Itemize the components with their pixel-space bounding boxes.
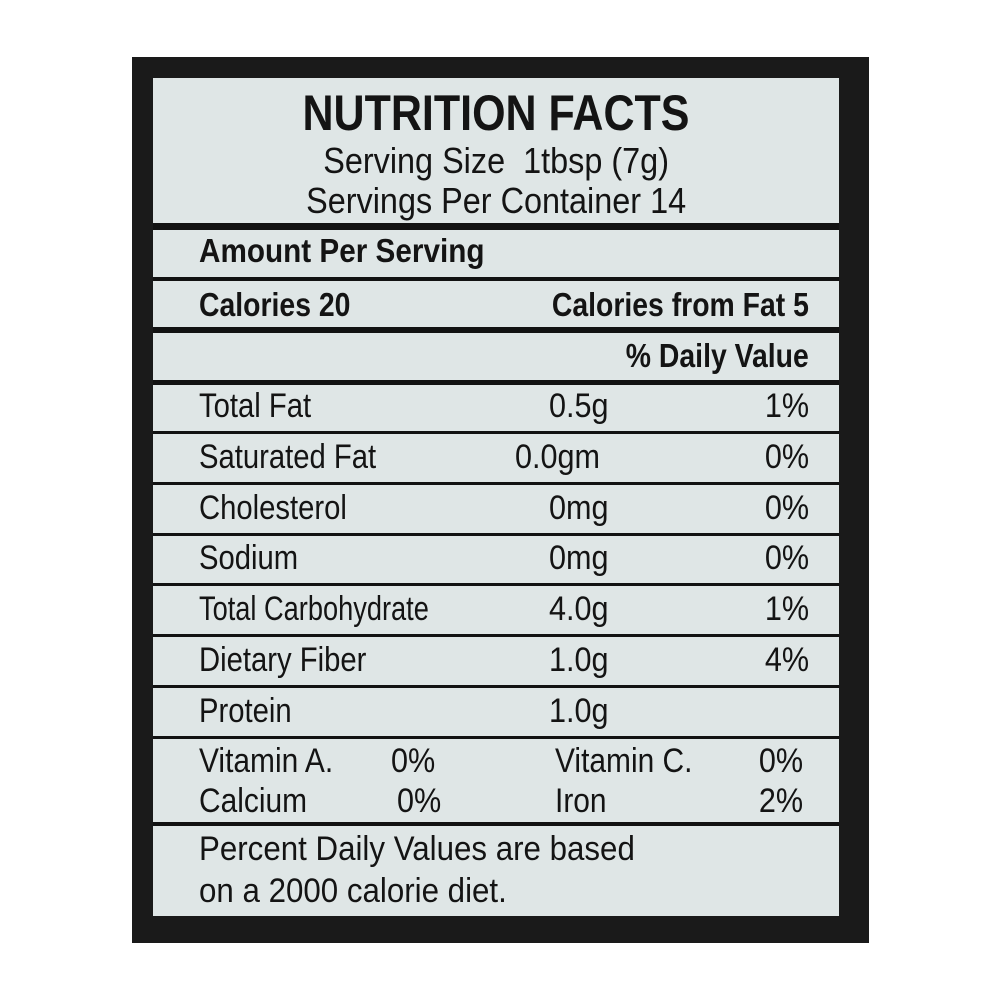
nutrient-dv: 0% xyxy=(764,489,809,527)
label-title: NUTRITION FACTS xyxy=(302,85,690,141)
nutrition-facts-panel: NUTRITION FACTS Serving Size 1tbsp (7g) … xyxy=(153,78,839,916)
rule-footnote xyxy=(153,822,839,826)
nutrient-amount: 1.0g xyxy=(549,641,609,679)
vitamin-dv: 0% xyxy=(397,782,442,820)
nutrient-name: Dietary Fiber xyxy=(199,641,367,679)
serving-size: Serving Size 1tbsp (7g) xyxy=(323,140,669,181)
nutrient-dv: 0% xyxy=(764,539,809,577)
rule-row xyxy=(153,583,839,586)
nutrient-name: Cholesterol xyxy=(199,489,347,527)
amount-per-serving: Amount Per Serving xyxy=(199,232,485,269)
nutrient-amount: 0mg xyxy=(549,539,609,577)
rule-dv xyxy=(153,380,839,385)
nutrient-dv: 1% xyxy=(764,387,809,425)
nutrient-amount: 0mg xyxy=(549,489,609,527)
rule-row xyxy=(153,634,839,637)
nutrient-name: Total Fat xyxy=(199,387,312,425)
vitamin-dv: 0% xyxy=(758,742,803,780)
nutrient-dv: 1% xyxy=(764,590,809,628)
rule-row xyxy=(153,736,839,739)
nutrient-amount: 0.0gm xyxy=(515,438,601,476)
nutrient-amount: 4.0g xyxy=(549,590,609,628)
vitamin-name: Vitamin C. xyxy=(555,742,693,780)
nutrient-dv: 4% xyxy=(764,641,809,679)
nutrient-amount: 1.0g xyxy=(549,692,609,730)
rule-row xyxy=(153,533,839,536)
rule-thick-top xyxy=(153,223,839,230)
footnote-line: Percent Daily Values are based xyxy=(199,830,635,868)
vitamin-name: Calcium xyxy=(199,782,308,820)
rule-calories xyxy=(153,327,839,333)
nutrient-name: Total Carbohydrate xyxy=(199,590,429,628)
footnote-line: on a 2000 calorie diet. xyxy=(199,872,507,910)
vitamin-name: Vitamin A. xyxy=(199,742,334,780)
nutrient-name: Protein xyxy=(199,692,292,730)
calories: Calories 20 xyxy=(199,286,351,323)
rule-row xyxy=(153,685,839,688)
nutrient-amount: 0.5g xyxy=(549,387,609,425)
vitamin-dv: 0% xyxy=(391,742,436,780)
rule-row xyxy=(153,482,839,485)
rule-row xyxy=(153,431,839,434)
nutrient-name: Saturated Fat xyxy=(199,438,377,476)
vitamin-dv: 2% xyxy=(758,782,803,820)
calories-from-fat: Calories from Fat 5 xyxy=(551,286,809,323)
daily-value-header: % Daily Value xyxy=(626,337,809,374)
rule-amount xyxy=(153,277,839,281)
nutrient-name: Sodium xyxy=(199,539,299,577)
nutrient-dv: 0% xyxy=(764,438,809,476)
vitamin-name: Iron xyxy=(555,782,607,820)
servings-per-container: Servings Per Container 14 xyxy=(305,180,686,221)
